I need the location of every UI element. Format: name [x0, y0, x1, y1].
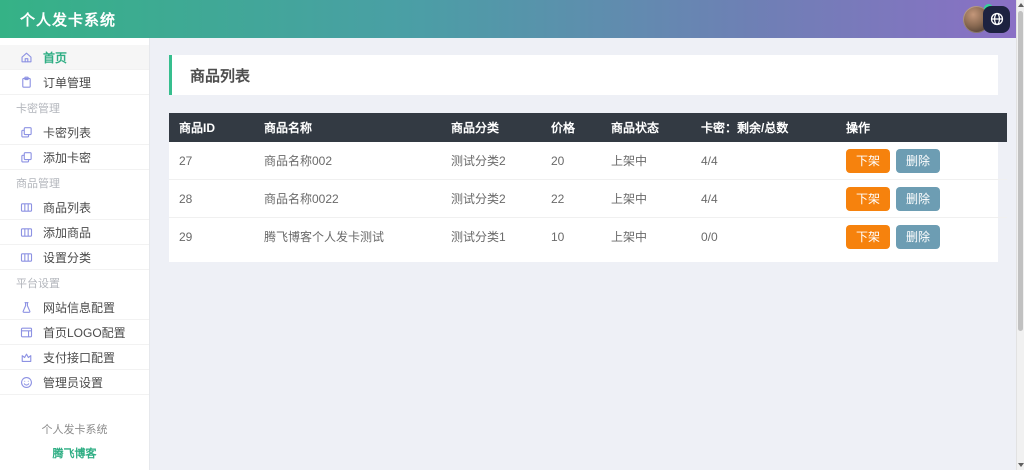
table-row: 27 商品名称002 测试分类2 20 上架中 4/4 下架 删除 — [169, 142, 1007, 180]
sidebar-item-label: 设置分类 — [43, 250, 92, 265]
sidebar-item-1[interactable]: 订单管理 — [0, 70, 149, 95]
column-header-2: 商品分类 — [441, 113, 541, 142]
products-table-card: 商品ID 商品名称 商品分类 价格 商品状态 卡密：剩余/总数 操作 27 商品名称002 测试… — [169, 113, 1007, 262]
scrollbar-down-arrow[interactable] — [1017, 460, 1024, 470]
cell-category: 测试分类2 — [441, 142, 541, 180]
window-icon — [20, 326, 33, 339]
sidebar-item-label: 管理员设置 — [43, 375, 104, 390]
sidebar-item-8[interactable]: 设置分类 — [0, 245, 149, 270]
cell-status: 上架中 — [601, 142, 691, 180]
cell-actions: 下架 删除 — [836, 142, 1007, 180]
user-menu-button[interactable] — [983, 5, 1010, 33]
column-header-4: 商品状态 — [601, 113, 691, 142]
cell-category: 测试分类2 — [441, 179, 541, 218]
sidebar-item-6[interactable]: 商品列表 — [0, 195, 149, 220]
sidebar-item-4[interactable]: 添加卡密 — [0, 145, 149, 170]
cell-price: 22 — [541, 179, 601, 218]
sidebar-item-label: 订单管理 — [43, 75, 92, 90]
columns-icon — [20, 201, 33, 214]
column-header-1: 商品名称 — [254, 113, 441, 142]
cell-category: 测试分类1 — [451, 230, 506, 244]
cell-name: 腾飞博客个人发卡测试 — [264, 230, 385, 244]
columns-icon — [20, 226, 33, 239]
copy-icon — [20, 126, 33, 139]
sidebar-item-label: 首页 — [43, 50, 68, 65]
copy-icon — [20, 151, 33, 164]
sidebar-item-label: 商品列表 — [43, 200, 92, 215]
page-title-card: 商品列表 — [169, 55, 998, 95]
cell-cards: 4/4 — [691, 179, 836, 218]
sidebar-footer-title: 个人发卡系统 — [41, 424, 108, 436]
smiley-icon — [20, 376, 33, 389]
cell-id: 28 — [169, 179, 254, 218]
sidebar-section-label: 平台设置 — [16, 277, 60, 290]
cell-cards: 0/0 — [701, 229, 718, 244]
header-user-area — [963, 3, 1010, 33]
cell-name: 商品名称002 — [254, 142, 441, 180]
cell-actions: 下架 删除 — [836, 218, 1007, 256]
column-header-3: 价格 — [541, 113, 601, 142]
flask-icon — [20, 301, 33, 314]
cell-actions: 下架 删除 — [836, 179, 1007, 218]
cell-id: 29 — [179, 229, 193, 244]
column-header-6: 操作 — [836, 113, 1007, 142]
clipboard-icon — [20, 76, 33, 89]
delete-button[interactable]: 删除 — [896, 224, 941, 249]
sidebar-footer-link[interactable]: 腾飞博客 — [52, 448, 97, 460]
cell-price: 10 — [551, 229, 565, 244]
sidebar-item-7[interactable]: 添加商品 — [0, 220, 149, 245]
sidebar-item-label: 支付接口配置 — [43, 350, 116, 365]
column-header-0: 商品ID — [169, 113, 254, 142]
sidebar-section-label: 商品管理 — [16, 177, 60, 190]
sidebar-item-12[interactable]: 支付接口配置 — [0, 345, 149, 370]
table-row: 29 腾飞博客个人发卡测试 测试分类1 10 上架中 0/0 下架 删除 — [169, 218, 1007, 256]
sidebar-item-label: 卡密列表 — [43, 125, 92, 140]
sidebar-item-label: 添加卡密 — [43, 150, 92, 165]
sidebar-item-3[interactable]: 卡密列表 — [0, 120, 149, 145]
sidebar-footer: 个人发卡系统 腾飞博客 — [0, 421, 149, 462]
off-shelf-button[interactable]: 下架 — [846, 186, 891, 211]
sidebar-nav: 首页订单管理卡密管理卡密列表添加卡密商品管理商品列表添加商品设置分类平台设置网站… — [0, 38, 149, 395]
home-icon — [20, 51, 33, 64]
main-content: 商品列表 商品ID 商品名称 商品分类 价格 商品状态 卡密：剩余/总数 操作 27 商品名称… — [151, 38, 1016, 470]
sidebar-section-label: 卡密管理 — [16, 102, 60, 115]
sidebar-item-13[interactable]: 管理员设置 — [0, 370, 149, 395]
off-shelf-button[interactable]: 下架 — [846, 224, 891, 249]
cell-name: 商品名称0022 — [254, 179, 441, 218]
delete-button[interactable]: 删除 — [896, 186, 941, 211]
sidebar-item-10[interactable]: 网站信息配置 — [0, 295, 149, 320]
cell-status: 上架中 — [611, 230, 648, 244]
cell-id: 27 — [169, 142, 254, 180]
off-shelf-button[interactable]: 下架 — [846, 148, 891, 173]
cell-price: 20 — [541, 142, 601, 180]
page-title: 商品列表 — [190, 67, 251, 85]
app-title: 个人发卡系统 — [20, 11, 117, 29]
sidebar-item-label: 添加商品 — [43, 225, 92, 240]
delete-button[interactable]: 删除 — [896, 148, 941, 173]
products-table: 商品ID 商品名称 商品分类 价格 商品状态 卡密：剩余/总数 操作 27 商品名称002 测试… — [169, 113, 1007, 255]
sidebar: 首页订单管理卡密管理卡密列表添加卡密商品管理商品列表添加商品设置分类平台设置网站… — [0, 38, 150, 470]
crown-icon — [20, 351, 33, 364]
column-header-5: 卡密：剩余/总数 — [691, 113, 836, 142]
sidebar-item-label: 首页LOGO配置 — [43, 325, 126, 340]
app-header: 个人发卡系统 — [0, 0, 1016, 38]
vertical-scrollbar[interactable] — [1016, 0, 1024, 470]
cell-cards: 4/4 — [691, 142, 836, 180]
sidebar-item-11[interactable]: 首页LOGO配置 — [0, 320, 149, 345]
table-row: 28 商品名称0022 测试分类2 22 上架中 4/4 下架 删除 — [169, 179, 1007, 218]
columns-icon — [20, 251, 33, 264]
scrollbar-up-arrow[interactable] — [1017, 0, 1024, 10]
sidebar-item-0[interactable]: 首页 — [0, 45, 149, 70]
globe-icon — [989, 11, 1005, 27]
scrollbar-thumb[interactable] — [1018, 11, 1023, 331]
sidebar-item-label: 网站信息配置 — [43, 300, 116, 315]
cell-status: 上架中 — [601, 179, 691, 218]
